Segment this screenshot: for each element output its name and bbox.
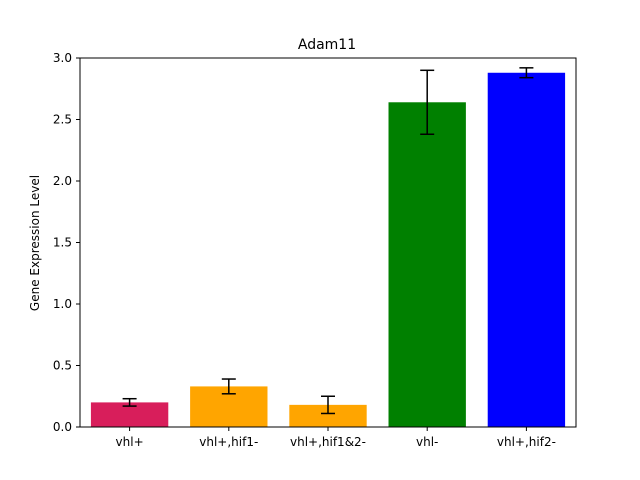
y-tick-label-4: 2.0 <box>53 174 72 188</box>
x-tick-label-3: vhl- <box>416 435 438 449</box>
y-tick-label-1: 0.5 <box>53 359 72 373</box>
x-tick-label-4: vhl+,hif2- <box>497 435 556 449</box>
chart-title: Adam11 <box>298 37 356 53</box>
y-tick-label-2: 1.0 <box>53 297 72 311</box>
bar-4 <box>487 72 566 427</box>
x-tick-label-0: vhl+ <box>116 435 144 449</box>
y-tick-label-5: 2.5 <box>53 113 72 127</box>
x-tick-label-2: vhl+,hif1&2- <box>290 435 366 449</box>
y-tick-label-6: 3.0 <box>53 51 72 65</box>
bar-3 <box>388 102 466 427</box>
error-bars-layer <box>122 67 534 415</box>
ticks-layer: vhl+ vhl+,hif1- vhl+,hif1&2- vhl-vhl+,hif2-… <box>53 51 556 449</box>
bar-2 <box>289 404 367 427</box>
x-tick-label-1: vhl+,hif1- <box>199 435 258 449</box>
y-tick-label-3: 1.5 <box>53 236 72 250</box>
bars-layer <box>90 72 566 427</box>
y-tick-label-0: 0.0 <box>53 420 72 434</box>
y-axis-label: Gene Expression Level <box>28 175 42 311</box>
